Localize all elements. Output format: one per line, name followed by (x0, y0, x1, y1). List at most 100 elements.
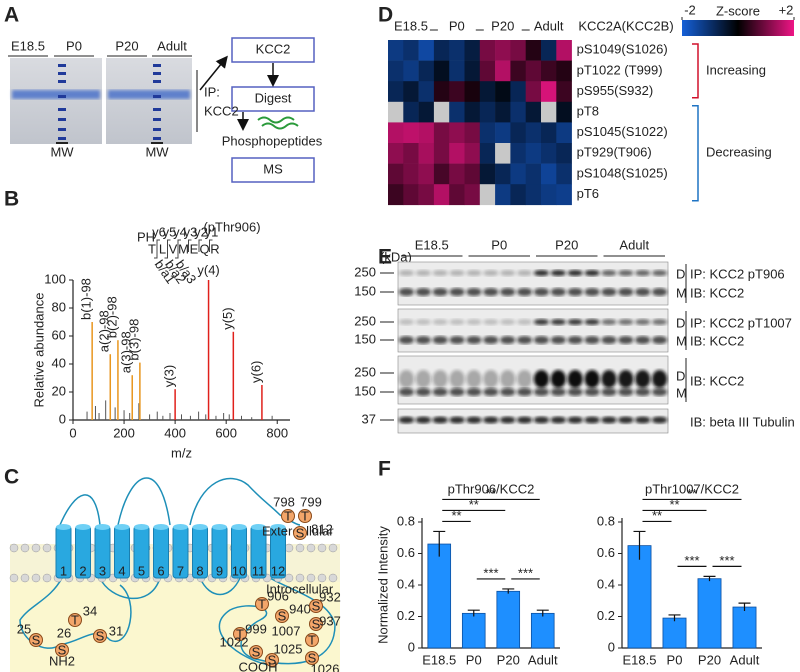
heatmap-cell (433, 60, 450, 82)
band (500, 319, 516, 325)
residue (255, 597, 269, 611)
heatmap-cell (495, 163, 511, 185)
chart-title: pThr1007/KCC2 (645, 481, 739, 496)
x-tick-label: P20 (698, 652, 721, 667)
band (567, 319, 583, 325)
band (584, 319, 600, 325)
group-label: Adult (619, 237, 649, 252)
helix-label: 5 (138, 563, 145, 578)
mw-ladder (58, 128, 66, 131)
mw-ladder (153, 108, 161, 111)
band (483, 270, 499, 276)
ip-label: KCC2 (204, 103, 239, 118)
row-label: pS1045(S1022) (577, 124, 668, 139)
heatmap-cell (464, 40, 481, 61)
gel (10, 58, 102, 144)
flow-box (231, 37, 315, 63)
panel-label: C (4, 466, 19, 489)
band (567, 288, 583, 296)
lipid-head (9, 573, 19, 583)
heatmap-cell (479, 184, 496, 206)
band (398, 370, 415, 388)
heatmap-cell (510, 40, 526, 61)
band (618, 270, 634, 276)
band (415, 319, 431, 325)
bar (627, 545, 652, 649)
bar (662, 617, 687, 649)
heatmap-cell (495, 143, 511, 164)
band (500, 288, 516, 296)
heatmap-cell (464, 163, 481, 185)
band (398, 416, 415, 424)
heatmap-cell (541, 81, 557, 103)
band (651, 319, 668, 325)
lipid-head (306, 573, 316, 583)
band (635, 370, 651, 388)
marker-label: 250 (354, 364, 376, 379)
y-tick-label: 0.8 (597, 513, 615, 528)
heatmap-cell (556, 101, 572, 123)
band (635, 270, 651, 276)
panel-label: E (378, 246, 392, 269)
x-tick-label: E18.5 (422, 652, 456, 667)
band (449, 416, 465, 424)
gel-band (12, 90, 100, 99)
heatmap-cell (464, 122, 481, 144)
residue-number: 940 (289, 601, 311, 616)
marker-label: 37 (362, 411, 376, 426)
x-tick-label: 400 (164, 425, 186, 440)
heatmap-cell (433, 122, 450, 144)
panel-label: F (378, 458, 391, 481)
residue-letter: T (301, 508, 309, 523)
heatmap-cell (464, 60, 481, 82)
bar (697, 578, 722, 649)
sequence-letter: L (159, 241, 166, 256)
helix-top (212, 524, 227, 530)
y-tick-label: 80 (52, 299, 66, 314)
heatmap-cell (433, 163, 450, 185)
band (449, 288, 465, 296)
lipid-head (42, 573, 52, 583)
band (466, 416, 482, 424)
heatmap-cell (464, 81, 481, 103)
band (550, 270, 566, 276)
panel-label: D (378, 4, 393, 27)
y-ion-label: y5 (163, 224, 177, 239)
band (651, 270, 668, 276)
residue-letter: S (32, 632, 41, 647)
x-tick-label: 0 (69, 425, 76, 440)
heatmap-cell (388, 163, 404, 185)
blot-label: IB: KCC2 (690, 373, 744, 388)
band (601, 319, 617, 325)
lipid-head (9, 543, 19, 553)
helix-top (153, 524, 169, 530)
residue (305, 651, 319, 665)
heatmap-cell (418, 101, 435, 123)
band (398, 319, 415, 325)
row-label: pS1049(S1026) (577, 42, 668, 57)
band (415, 416, 432, 424)
heatmap-cell (525, 40, 542, 61)
residue-number: 798 (273, 494, 295, 509)
significance-label: ** (669, 497, 679, 512)
heatmap-cell (541, 101, 557, 123)
band (567, 270, 583, 276)
y-tick-label: 40 (52, 355, 66, 370)
error-bar (738, 602, 751, 611)
residue (293, 526, 307, 540)
residue (298, 509, 312, 523)
ip-label: IP: (204, 84, 220, 99)
band (432, 288, 448, 296)
band (651, 370, 668, 388)
band (516, 416, 533, 424)
peak-label: a(2)-98 (97, 310, 112, 352)
band (483, 319, 499, 325)
y-ion-mark (188, 239, 192, 252)
residue (233, 627, 247, 641)
band (618, 416, 634, 424)
heatmap-cell (449, 143, 465, 164)
heatmap-cell (479, 101, 496, 123)
band (601, 370, 617, 388)
row-label: pT1022 (T999) (577, 62, 663, 77)
heatmap-cell (433, 184, 450, 206)
